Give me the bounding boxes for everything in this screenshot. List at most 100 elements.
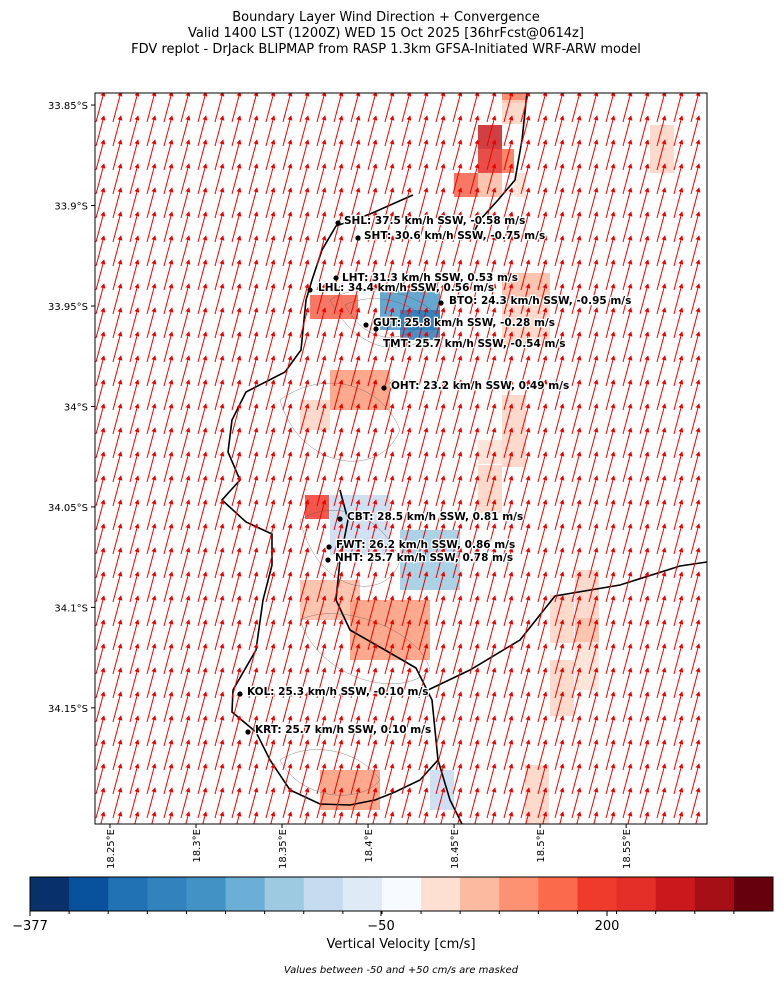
wind-arrow [469,739,480,771]
wind-arrow [333,331,344,363]
wind-arrow [282,355,293,387]
wind-arrow [299,547,310,579]
wind-arrow [418,163,429,195]
wind-arrow [333,571,344,603]
wind-arrow [622,691,633,723]
wind-arrow [401,523,412,555]
wind-arrow [537,93,548,123]
wind-arrow [542,811,548,824]
wind-arrow [248,787,259,819]
wind-arrow [656,403,667,435]
wind-arrow [112,715,123,747]
convergence-cells [300,93,674,824]
wind-arrow [219,811,225,824]
wind-arrow [350,427,361,459]
wind-arrow [452,715,463,747]
wind-arrow [265,499,276,531]
wind-arrow [639,499,650,531]
wind-arrow [418,691,429,723]
wind-arrow [486,355,497,387]
wind-arrow [95,235,106,267]
wind-arrow [537,427,548,459]
wind-arrow [622,643,633,675]
wind-arrow [214,451,225,483]
wind-arrow [622,619,633,651]
wind-arrow [333,307,344,339]
wind-arrow [197,739,208,771]
cell [575,618,599,642]
wind-arrow [333,451,344,483]
wind-arrow [265,715,276,747]
wind-arrow [673,283,684,315]
wind-arrow [401,787,412,819]
wind-arrow [129,451,140,483]
wind-arrow [673,571,684,603]
wind-arrow [316,691,327,723]
wind-arrow [639,475,650,507]
wind-arrow [299,307,310,339]
wind-arrow [537,211,548,243]
wind-arrow [554,715,565,747]
wind-arrow [146,163,157,195]
wind-arrow [690,643,701,675]
wind-arrow [248,667,259,699]
wind-arrow [418,787,429,819]
wind-arrow [367,643,378,675]
wind-arrow [112,235,123,267]
cell [478,125,502,149]
wind-arrow [333,235,344,267]
wind-arrow [554,187,565,219]
wind-arrow [469,499,480,531]
wind-arrow [571,379,582,411]
wind-arrow [163,499,174,531]
wind-arrow [537,595,548,627]
wind-arrow [486,691,497,723]
wind-arrow [287,811,293,824]
wind-arrow [622,259,633,291]
wind-arrow [503,211,514,243]
wind-arrow [214,93,225,123]
wind-arrow [197,595,208,627]
wind-arrow [690,475,701,507]
wind-arrow [656,715,667,747]
wind-arrow [401,619,412,651]
wind-arrow [452,619,463,651]
wind-arrow [469,379,480,411]
wind-arrow [605,379,616,411]
cell [502,100,526,124]
wind-arrow [214,403,225,435]
wind-arrow [163,187,174,219]
wind-arrow [180,307,191,339]
wind-arrow [690,715,701,747]
wind-arrow [282,115,293,147]
wind-arrow [486,211,497,243]
wind-arrow [469,355,480,387]
wind-arrow [350,715,361,747]
wind-arrow [180,163,191,195]
colorbar-swatch [577,877,618,911]
wind-arrow [197,715,208,747]
wind-arrow [622,331,633,363]
wind-arrow [423,811,429,824]
wind-arrow [418,331,429,363]
wind-arrow [469,787,480,819]
wind-arrow [571,667,582,699]
wind-arrow [248,331,259,363]
wind-arrow [503,259,514,291]
wind-arrow [486,667,497,699]
wind-arrow [248,619,259,651]
wind-arrow [265,643,276,675]
wind-arrow [503,595,514,627]
wind-arrow [554,259,565,291]
wind-arrow [673,499,684,531]
wind-arrow [673,211,684,243]
wind-arrow [163,379,174,411]
colorbar-swatch [147,877,187,911]
wind-arrow [355,811,361,824]
wind-arrow [333,547,344,579]
wind-arrow [639,523,650,555]
wind-arrow [520,235,531,267]
lat-tick-label: 33.9°S [54,202,88,213]
wind-arrow [384,763,395,795]
lat-tick-label: 33.95°S [48,302,88,313]
